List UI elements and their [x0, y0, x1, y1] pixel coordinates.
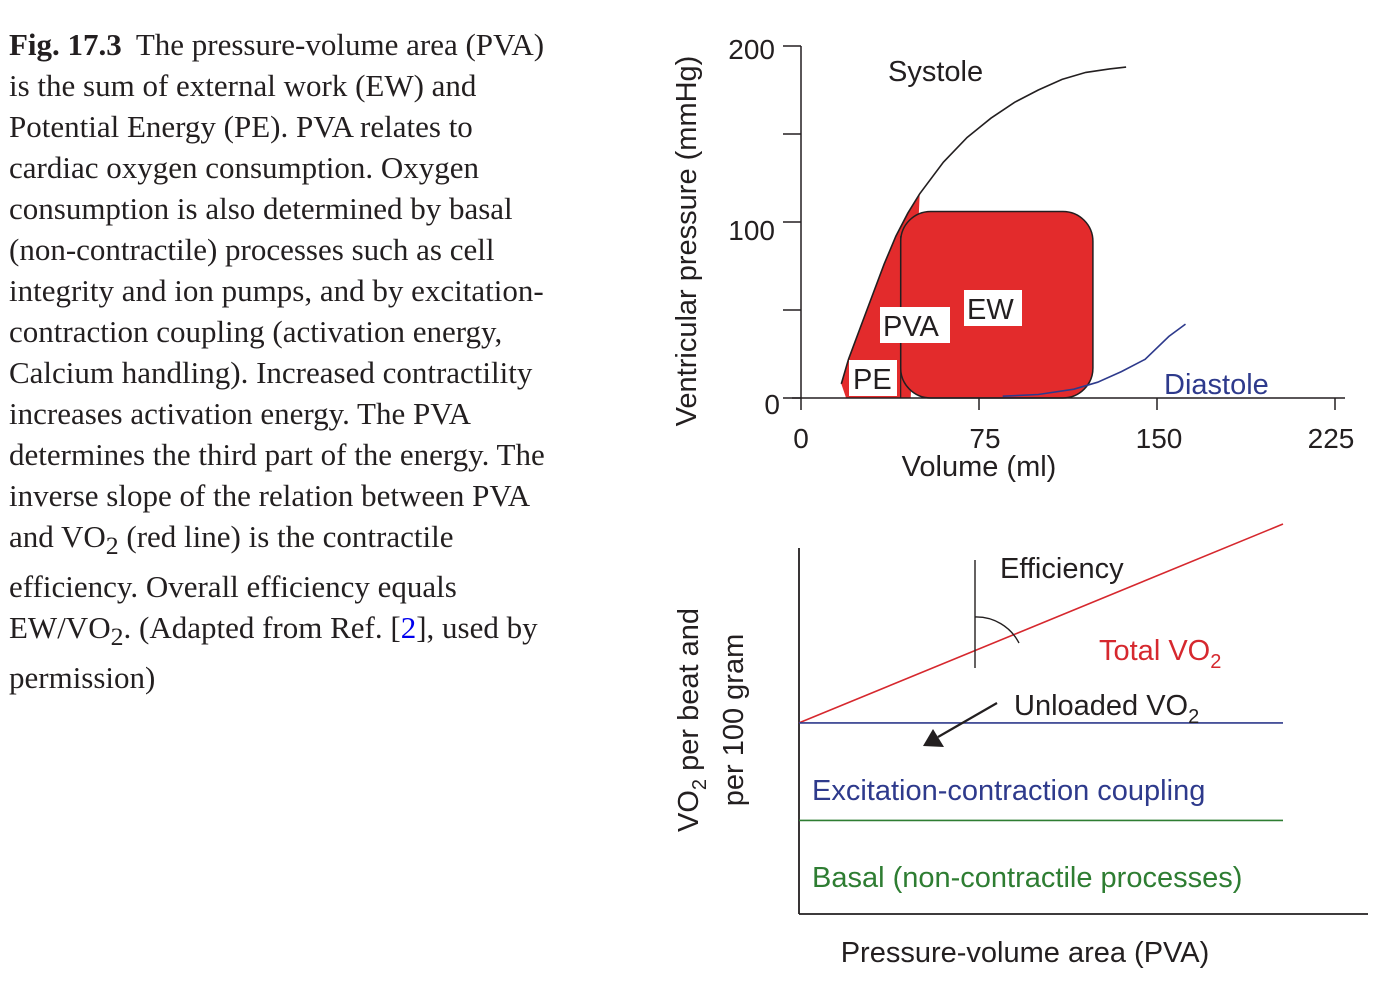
pe-label: PE — [853, 364, 892, 396]
caption-text: The pressure-volume area (PVA) is the su… — [9, 27, 545, 554]
total-vo2-text: Total VO — [1099, 635, 1210, 667]
pva-label: PVA — [883, 311, 940, 343]
ew-label-box — [964, 290, 1022, 326]
diastole-label: Diastole — [1164, 369, 1269, 401]
pe-label-box — [849, 360, 897, 396]
excitation-contraction-label: Excitation-contraction coupling — [812, 775, 1205, 807]
figure-label: Fig. 17.3 — [9, 27, 122, 62]
vo2-y-axis-title-line1: VO2 per beat and — [673, 608, 711, 832]
total-vo2-label: Total VO2 — [1099, 635, 1221, 673]
x-axis-ticks — [800, 398, 1336, 410]
y-axis-title: Ventricular pressure (mmHg) — [671, 56, 703, 427]
systole-label: Systole — [888, 56, 983, 88]
pv-chart: 200 100 0 0 75 150 225 Volume (ml) Ventr… — [671, 34, 1354, 483]
figure-caption: Fig. 17.3 The pressure-volume area (PVA) … — [9, 24, 569, 698]
vo2-y-title-sub: 2 — [689, 779, 711, 790]
pva-label-box — [880, 307, 950, 343]
x-tick-label-225: 225 — [1308, 423, 1355, 454]
unloaded-vo2-text: Unloaded VO — [1014, 690, 1188, 722]
y-tick-label-200: 200 — [728, 34, 775, 65]
y-tick-label-0: 0 — [764, 389, 780, 420]
vo2-x-axis-title: Pressure-volume area (PVA) — [841, 937, 1210, 969]
total-vo2-line — [798, 523, 1284, 724]
caption-text: ], used by permission) — [9, 610, 538, 696]
reference-link[interactable]: 2 — [400, 610, 417, 646]
x-tick-label-0: 0 — [793, 423, 809, 454]
vo2-y-title-vo: VO — [673, 790, 705, 832]
unloaded-arrow-shaft — [937, 702, 998, 738]
diastole-curve — [1002, 323, 1186, 397]
x-tick-label-75: 75 — [969, 423, 1000, 454]
efficiency-label: Efficiency — [1000, 553, 1124, 585]
x-axis-title: Volume (ml) — [902, 451, 1057, 483]
caption-subscript: 2 — [105, 531, 119, 561]
vo2-chart: Efficiency Total VO2 Unloaded VO2 Excita… — [673, 523, 1368, 969]
caption-text: (red line) is the contractile efficiency… — [9, 519, 457, 646]
vo2-y-axis-title-line2: per 100 gram — [718, 634, 750, 807]
vo2-y-title-rest: per beat and — [673, 608, 705, 779]
total-vo2-subscript: 2 — [1210, 651, 1221, 673]
y-axis-ticks — [783, 45, 801, 399]
caption-text: . (Adapted from Ref. [ — [123, 610, 401, 646]
y-tick-label-100: 100 — [728, 215, 775, 246]
basal-label: Basal (non-contractile processes) — [812, 862, 1242, 894]
efficiency-angle-arc — [974, 616, 1020, 644]
unloaded-vo2-subscript: 2 — [1188, 706, 1199, 728]
unloaded-arrow-head — [923, 729, 944, 747]
systole-curve — [840, 66, 1127, 385]
ew-label: EW — [967, 294, 1014, 326]
unloaded-vo2-label: Unloaded VO2 — [1014, 690, 1199, 728]
caption-subscript: 2 — [110, 622, 124, 652]
x-tick-label-150: 150 — [1136, 423, 1183, 454]
